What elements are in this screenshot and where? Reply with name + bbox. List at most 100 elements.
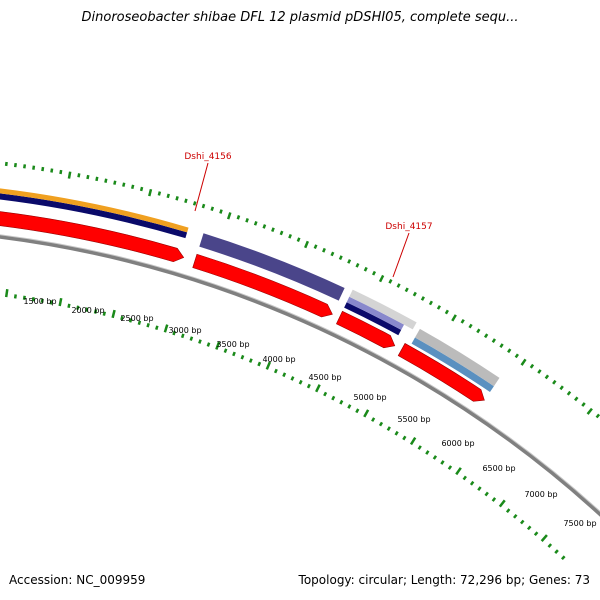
outer-minor-tick xyxy=(77,173,81,178)
outer-minor-tick xyxy=(288,233,292,239)
inner-minor-tick xyxy=(13,294,17,299)
scale-label: 6500 bp xyxy=(482,464,515,473)
scale-label: 1500 bp xyxy=(23,297,56,306)
outer-minor-tick xyxy=(175,196,179,201)
outer-minor-tick xyxy=(131,184,135,190)
steel-feature-arc xyxy=(411,337,494,392)
outer-minor-tick xyxy=(23,164,27,169)
inner-minor-tick xyxy=(371,417,376,422)
inner-major-tick xyxy=(409,436,417,446)
inner-major-tick xyxy=(215,341,221,350)
scale-label: 4000 bp xyxy=(262,355,295,364)
outer-minor-tick xyxy=(236,215,241,220)
inner-minor-tick xyxy=(440,460,445,465)
inner-major-tick xyxy=(315,384,321,393)
inner-major-tick xyxy=(163,324,169,333)
outer-minor-tick xyxy=(139,186,144,192)
inner-minor-tick xyxy=(513,513,518,519)
inner-minor-tick xyxy=(298,379,303,385)
outer-minor-tick xyxy=(122,182,126,187)
inner-major-tick xyxy=(540,534,548,542)
feature-arcs xyxy=(0,188,600,517)
outer-minor-tick xyxy=(372,270,377,276)
scale-label: 3000 bp xyxy=(168,326,201,335)
inner-minor-tick xyxy=(31,297,35,302)
backbone-ring xyxy=(0,234,600,517)
inner-minor-tick xyxy=(306,383,311,389)
outer-minor-tick xyxy=(420,296,425,301)
inner-minor-tick xyxy=(447,465,453,470)
scale-label: 4500 bp xyxy=(308,373,341,382)
outer-minor-tick xyxy=(476,328,481,334)
outer-minor-tick xyxy=(529,363,535,369)
outer-minor-tick xyxy=(313,244,318,249)
outer-minor-tick xyxy=(559,385,564,391)
cds-arrow xyxy=(336,310,396,349)
gene-label: Dshi_4156 xyxy=(184,152,232,162)
outer-minor-tick xyxy=(201,203,206,209)
inner-minor-tick xyxy=(417,445,422,450)
inner-minor-tick xyxy=(223,348,228,354)
inner-minor-tick xyxy=(198,339,202,344)
scale-label: 5500 bp xyxy=(397,415,430,424)
inner-minor-tick xyxy=(386,426,391,431)
accession-text: Accession: NC_009959 xyxy=(9,573,146,587)
inner-minor-tick xyxy=(248,358,253,363)
outer-minor-tick xyxy=(113,180,117,185)
outer-major-tick xyxy=(67,171,72,179)
outer-minor-tick xyxy=(338,255,343,260)
scale-label: 7000 bp xyxy=(524,490,557,499)
map-title: Dinoroseobacter shibae DFL 12 plasmid pD… xyxy=(81,10,519,25)
inner-minor-tick xyxy=(520,519,525,525)
inner-minor-tick xyxy=(355,408,360,414)
outer-minor-tick xyxy=(412,291,417,297)
outer-major-tick xyxy=(586,407,593,415)
backbone-highlight xyxy=(0,234,600,513)
gene-labels: Dshi_4156 Dshi_4157 xyxy=(184,152,433,278)
inner-major-tick xyxy=(111,309,116,319)
outer-minor-tick xyxy=(347,259,352,264)
gene-leader-line xyxy=(194,162,209,212)
outer-minor-tick xyxy=(184,198,188,204)
inner-minor-tick xyxy=(189,336,194,341)
light-feature-arc xyxy=(349,289,417,330)
outer-minor-tick xyxy=(355,262,360,268)
inner-minor-tick xyxy=(290,376,295,381)
inner-minor-tick xyxy=(554,549,559,554)
outer-minor-tick xyxy=(514,353,519,359)
outer-minor-tick xyxy=(322,247,326,253)
inner-minor-tick xyxy=(85,307,89,312)
inner-minor-tick xyxy=(323,391,328,397)
outer-major-tick xyxy=(520,358,527,366)
outer-major-tick xyxy=(304,240,310,249)
inner-scale-ticks xyxy=(4,288,566,561)
topology-summary: Topology: circular; Length: 72,296 bp; G… xyxy=(298,573,590,587)
inner-minor-tick xyxy=(180,333,185,339)
inner-minor-tick xyxy=(172,330,176,336)
outer-minor-tick xyxy=(363,266,368,272)
scale-label: 3500 bp xyxy=(216,340,249,349)
inner-minor-tick xyxy=(128,318,133,323)
inner-minor-tick xyxy=(533,531,539,537)
inner-minor-tick xyxy=(282,372,287,378)
scale-label: 2500 bp xyxy=(120,314,153,323)
outer-minor-tick xyxy=(330,251,335,257)
outer-minor-tick xyxy=(436,305,441,310)
inner-minor-tick xyxy=(93,309,98,314)
inner-minor-tick xyxy=(240,354,245,360)
outer-minor-tick xyxy=(566,390,572,396)
inner-minor-tick xyxy=(347,404,352,409)
outer-minor-tick xyxy=(95,176,99,182)
inner-minor-tick xyxy=(120,315,124,321)
outer-minor-tick xyxy=(41,166,45,172)
outer-minor-tick xyxy=(428,300,433,306)
orange-feature-arc xyxy=(0,188,189,233)
outer-scale-ticks xyxy=(4,161,600,419)
outer-minor-tick xyxy=(483,333,489,339)
inner-minor-tick xyxy=(394,430,399,436)
outer-minor-tick xyxy=(574,396,579,402)
inner-minor-tick xyxy=(491,497,497,502)
inner-minor-tick xyxy=(505,508,511,513)
outer-major-tick xyxy=(148,188,153,197)
